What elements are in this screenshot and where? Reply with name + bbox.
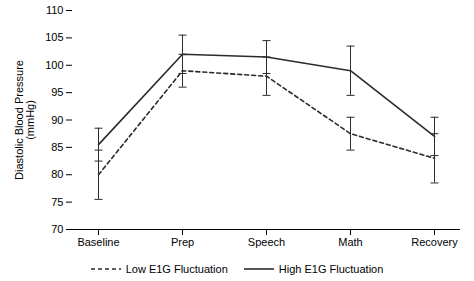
svg-text:85: 85 xyxy=(51,141,63,153)
svg-text:Baseline: Baseline xyxy=(77,236,119,248)
svg-text:Speech: Speech xyxy=(248,236,285,248)
html-text:Low E1G Fluctuation: Low E1G Fluctuation xyxy=(125,263,228,275)
svg-text:105: 105 xyxy=(45,31,63,43)
svg-text:70: 70 xyxy=(51,223,63,235)
svg-text:Prep: Prep xyxy=(171,236,194,248)
svg-text:75: 75 xyxy=(51,196,63,208)
svg-text:110: 110 xyxy=(46,4,64,16)
svg-text:100: 100 xyxy=(45,59,63,71)
svg-text:95: 95 xyxy=(51,86,63,98)
svg-text:90: 90 xyxy=(51,114,63,126)
svg-text:Recovery: Recovery xyxy=(411,236,458,248)
html-text:High E1G Fluctuation: High E1G Fluctuation xyxy=(278,263,384,275)
svg-text:80: 80 xyxy=(51,168,63,180)
svg-text:Math: Math xyxy=(338,236,362,248)
svg-text:Diastolic Blood Pressure(mmHg): Diastolic Blood Pressure(mmHg) xyxy=(13,60,36,180)
